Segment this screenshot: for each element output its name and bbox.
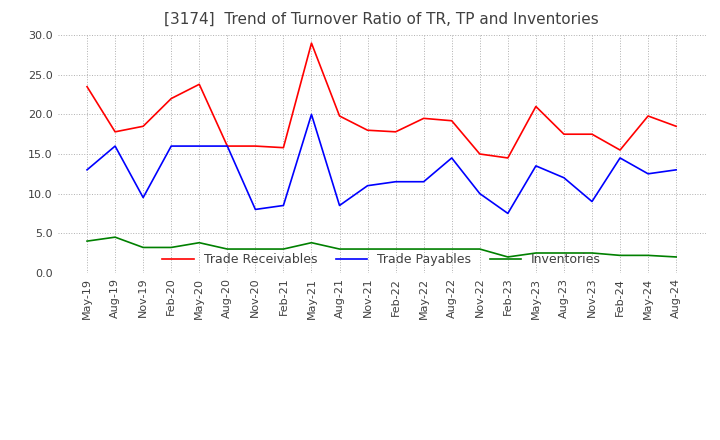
Trade Receivables [531,104,540,109]
Trade Receivables [336,114,344,119]
Trade Payables [588,199,596,204]
Trade Payables [644,171,652,176]
Trade Payables [475,191,484,196]
Trade Payables [364,183,372,188]
Trade Payables [195,143,204,149]
Trade Payables [279,203,288,208]
Line: Trade Payables: Trade Payables [87,114,676,213]
Inventories [447,246,456,252]
Trade Receivables [139,124,148,129]
Inventories [672,254,680,260]
Trade Payables [167,143,176,149]
Trade Payables [391,179,400,184]
Trade Payables [139,195,148,200]
Inventories [503,254,512,260]
Line: Trade Receivables: Trade Receivables [87,43,676,158]
Inventories [419,246,428,252]
Trade Payables [336,203,344,208]
Trade Receivables [503,155,512,161]
Legend: Trade Receivables, Trade Payables, Inventories: Trade Receivables, Trade Payables, Inven… [157,248,606,271]
Line: Inventories: Inventories [87,237,676,257]
Inventories [139,245,148,250]
Inventories [644,253,652,258]
Trade Payables [83,167,91,172]
Trade Payables [419,179,428,184]
Trade Receivables [616,147,624,153]
Trade Payables [307,112,316,117]
Trade Receivables [83,84,91,89]
Trade Receivables [167,96,176,101]
Inventories [251,246,260,252]
Trade Payables [111,143,120,149]
Trade Receivables [195,82,204,87]
Trade Receivables [419,116,428,121]
Trade Receivables [447,118,456,123]
Trade Receivables [279,145,288,150]
Inventories [111,235,120,240]
Inventories [475,246,484,252]
Inventories [279,246,288,252]
Trade Receivables [251,143,260,149]
Trade Payables [251,207,260,212]
Inventories [336,246,344,252]
Inventories [195,240,204,246]
Inventories [616,253,624,258]
Trade Payables [447,155,456,161]
Trade Payables [616,155,624,161]
Inventories [531,250,540,256]
Trade Receivables [307,40,316,46]
Inventories [83,238,91,244]
Trade Receivables [475,151,484,157]
Trade Payables [223,143,232,149]
Inventories [588,250,596,256]
Trade Payables [531,163,540,169]
Trade Receivables [364,128,372,133]
Trade Receivables [588,132,596,137]
Trade Receivables [672,124,680,129]
Trade Payables [672,167,680,172]
Trade Receivables [111,129,120,135]
Trade Receivables [644,114,652,119]
Trade Receivables [391,129,400,135]
Trade Receivables [223,143,232,149]
Trade Payables [503,211,512,216]
Inventories [559,250,568,256]
Inventories [223,246,232,252]
Trade Payables [559,175,568,180]
Inventories [167,245,176,250]
Inventories [307,240,316,246]
Inventories [364,246,372,252]
Trade Receivables [559,132,568,137]
Title: [3174]  Trend of Turnover Ratio of TR, TP and Inventories: [3174] Trend of Turnover Ratio of TR, TP… [164,12,599,27]
Inventories [391,246,400,252]
